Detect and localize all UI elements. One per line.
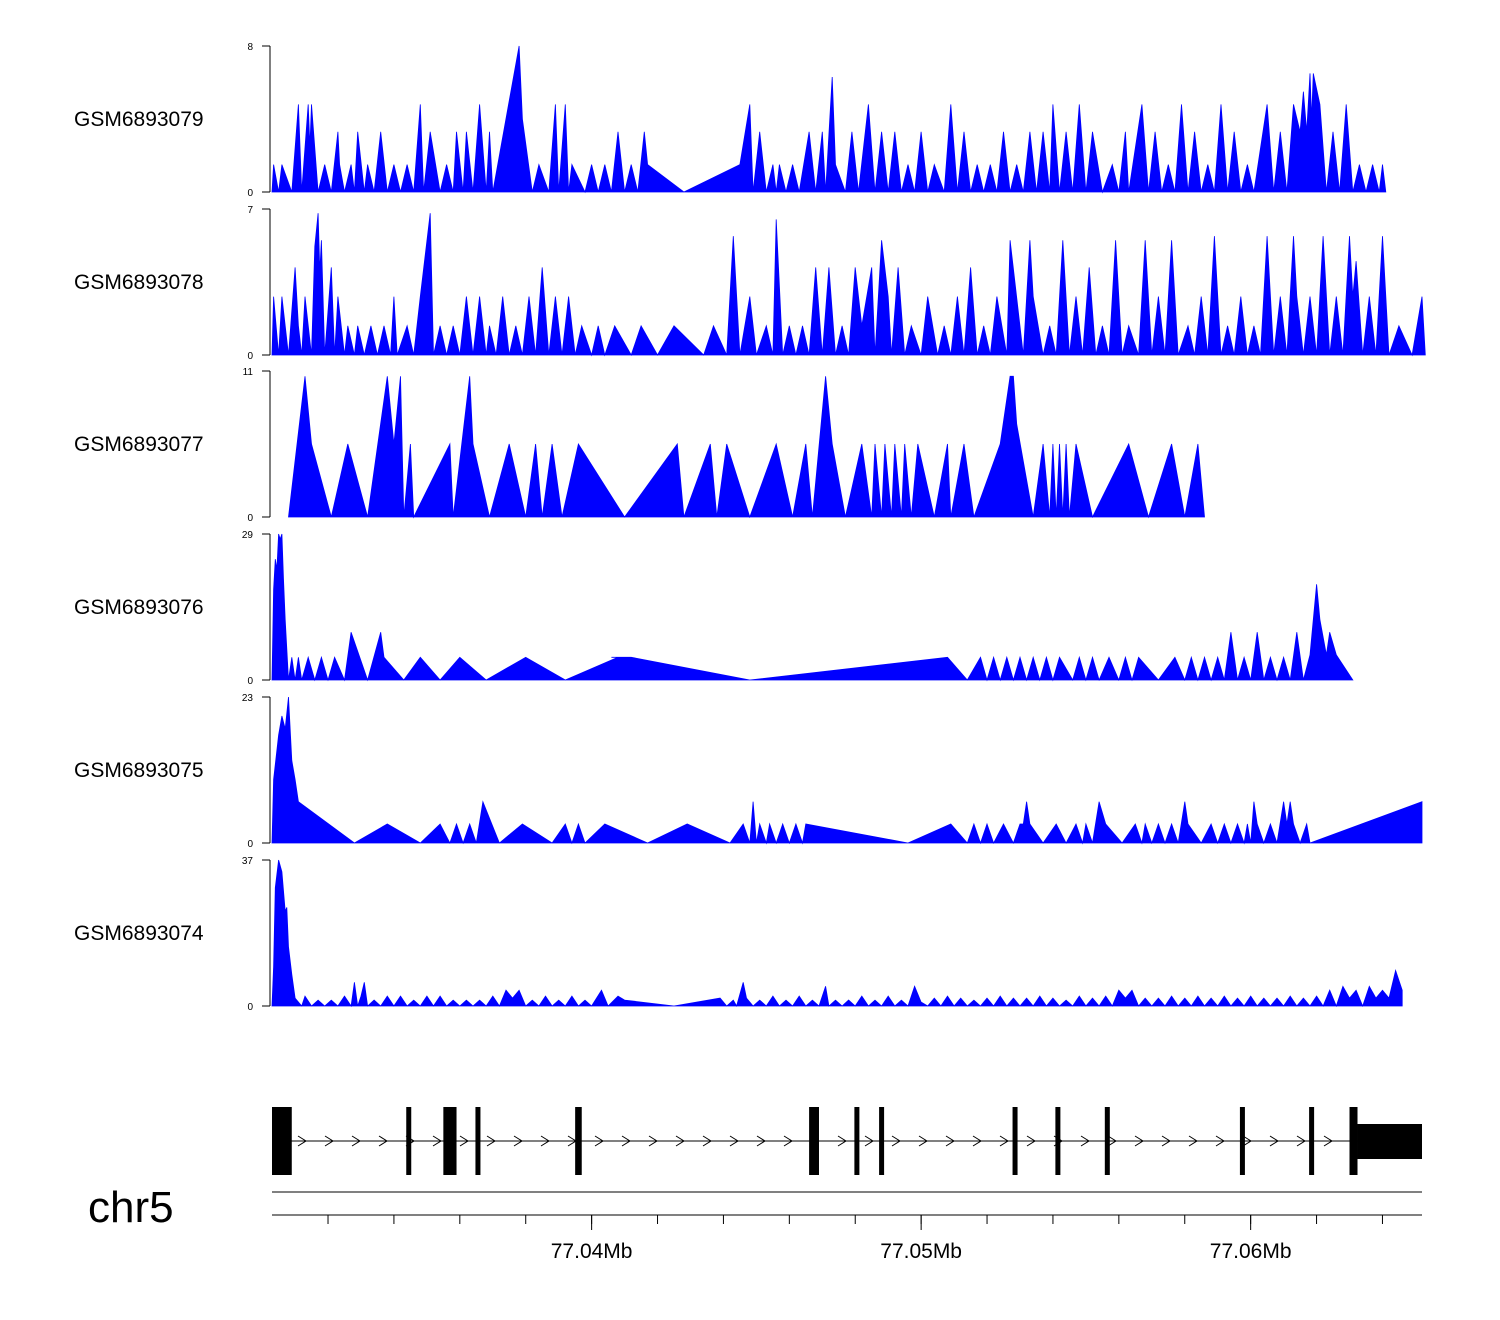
strand-arrow [1296, 1135, 1306, 1147]
strand-arrow [1188, 1135, 1198, 1147]
strand-arrow [702, 1135, 712, 1147]
strand-arrow [594, 1135, 604, 1147]
track-label: GSM6893074 [74, 922, 204, 945]
signal-tracks: GSM689307980GSM689307870GSM6893077110GSM… [74, 42, 1426, 1013]
chromosome-label: chr5 [88, 1183, 174, 1232]
track-label: GSM6893077 [74, 433, 204, 456]
strand-arrow [945, 1135, 955, 1147]
strand-arrow [1323, 1135, 1333, 1147]
strand-arrow [918, 1135, 928, 1147]
exon [406, 1107, 412, 1175]
strand-arrow [486, 1135, 496, 1147]
exon [1055, 1107, 1061, 1175]
y-min-label: 0 [247, 513, 253, 524]
strand-arrow [432, 1135, 442, 1147]
exon [879, 1107, 885, 1175]
strand-arrow [351, 1135, 361, 1147]
strand-arrow [675, 1135, 685, 1147]
y-max-label: 7 [247, 205, 253, 216]
exon [854, 1107, 860, 1175]
strand-arrow [513, 1135, 523, 1147]
strand-arrow [1080, 1135, 1090, 1147]
track-GSM6893076: GSM6893076 29 0 [74, 530, 1354, 687]
exon [1239, 1107, 1245, 1175]
exon [443, 1107, 457, 1175]
exon [1012, 1107, 1018, 1175]
axis-tick-label: 77.06Mb [1210, 1240, 1292, 1263]
y-min-label: 0 [247, 351, 253, 362]
strand-arrow [729, 1135, 739, 1147]
strand-arrow [837, 1135, 847, 1147]
exon-utr [1357, 1124, 1422, 1159]
exon [575, 1107, 582, 1175]
signal-area [271, 533, 1354, 682]
strand-arrow [756, 1135, 766, 1147]
axis-tick-label: 77.04Mb [551, 1240, 633, 1263]
signal-area [271, 859, 1403, 1008]
track-GSM6893075: GSM6893075 23 0 [74, 693, 1423, 850]
track-label: GSM6893075 [74, 759, 204, 782]
strand-arrow [864, 1135, 874, 1147]
strand-arrow [324, 1135, 334, 1147]
signal-area [271, 213, 1426, 357]
signal-area [271, 696, 1423, 845]
exon [1349, 1107, 1358, 1175]
y-max-label: 23 [242, 693, 254, 704]
y-min-label: 0 [247, 188, 253, 199]
track-GSM6893078: GSM6893078 7 0 [74, 205, 1426, 362]
signal-area [271, 45, 1387, 194]
strand-arrow [1242, 1135, 1252, 1147]
exon [272, 1107, 292, 1175]
strand-arrow [1161, 1135, 1171, 1147]
strand-arrow [1269, 1135, 1279, 1147]
strand-arrow [648, 1135, 658, 1147]
strand-arrow [1215, 1135, 1225, 1147]
exon [1309, 1107, 1315, 1175]
strand-arrow [378, 1135, 388, 1147]
genomic-axis: 77.04Mb 77.05Mb 77.06Mb [272, 1191, 1422, 1263]
strand-arrow [1134, 1135, 1144, 1147]
strand-arrow [999, 1135, 1009, 1147]
strand-arrow [783, 1135, 793, 1147]
strand-arrow [621, 1135, 631, 1147]
track-label: GSM6893078 [74, 271, 204, 294]
strand-arrow [1026, 1135, 1036, 1147]
y-min-label: 0 [247, 676, 253, 687]
strand-arrow [891, 1135, 901, 1147]
strand-arrow [459, 1135, 469, 1147]
track-label: GSM6893076 [74, 596, 204, 619]
y-min-label: 0 [247, 839, 253, 850]
signal-area [288, 375, 1205, 519]
y-max-label: 8 [247, 42, 253, 53]
strand-arrow [297, 1135, 307, 1147]
track-GSM6893074: GSM6893074 37 0 [74, 856, 1403, 1013]
y-min-label: 0 [247, 1002, 253, 1013]
track-label: GSM6893079 [74, 108, 204, 131]
strand-arrow [540, 1135, 550, 1147]
strand-arrow [972, 1135, 982, 1147]
axis-tick-label: 77.05Mb [880, 1240, 962, 1263]
exon [475, 1107, 481, 1175]
track-GSM6893079: GSM6893079 8 0 [74, 42, 1387, 199]
strand-arrow [1107, 1135, 1117, 1147]
y-max-label: 29 [242, 530, 254, 541]
exon [1104, 1107, 1110, 1175]
gene-model-track [272, 1107, 1422, 1175]
exon [809, 1107, 819, 1175]
track-GSM6893077: GSM6893077 11 0 [74, 367, 1205, 524]
y-max-label: 11 [243, 367, 254, 378]
y-max-label: 37 [242, 856, 254, 867]
